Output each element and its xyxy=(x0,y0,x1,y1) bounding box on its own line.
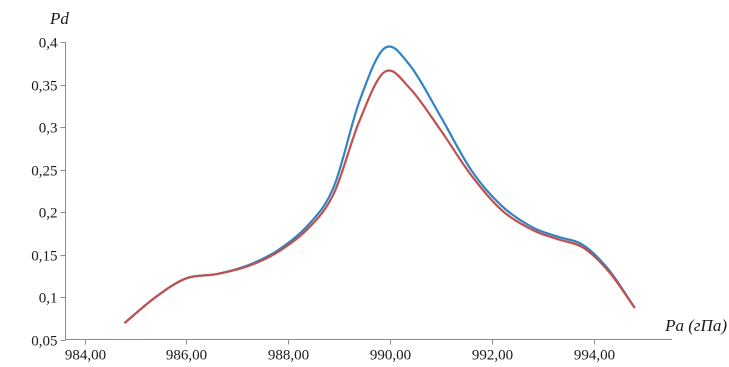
y-tick-label: 0,25 xyxy=(31,164,57,180)
y-axis-title: Pd xyxy=(49,9,69,28)
series-line-1 xyxy=(124,45,636,324)
y-tick-label: 0,1 xyxy=(39,291,58,307)
y-tick-label: 0,05 xyxy=(31,334,57,350)
series-line-2 xyxy=(124,69,636,324)
x-tick-label: 986,00 xyxy=(166,348,207,364)
x-axis-ticks: 984,00 986,00 988,00 990,00 992,00 994,00 xyxy=(65,339,615,364)
y-axis-ticks: 0,05 0,1 0,15 0,2 0,25 0,3 0,35 0,4 xyxy=(31,36,66,350)
x-tick-label: 988,00 xyxy=(268,348,309,364)
x-tick-label: 992,00 xyxy=(472,348,513,364)
x-tick-label: 990,00 xyxy=(370,348,411,364)
x-axis-title: Pa (гПа) xyxy=(664,316,727,335)
y-tick-label: 0,15 xyxy=(31,249,57,265)
x-tick-label: 984,00 xyxy=(65,348,106,364)
series-layer xyxy=(124,45,636,324)
y-tick-label: 0,35 xyxy=(31,79,57,95)
y-tick-label: 0,3 xyxy=(39,121,58,137)
y-tick-label: 0,4 xyxy=(39,36,58,52)
y-tick-label: 0,2 xyxy=(39,206,58,222)
x-tick-label: 994,00 xyxy=(574,348,615,364)
